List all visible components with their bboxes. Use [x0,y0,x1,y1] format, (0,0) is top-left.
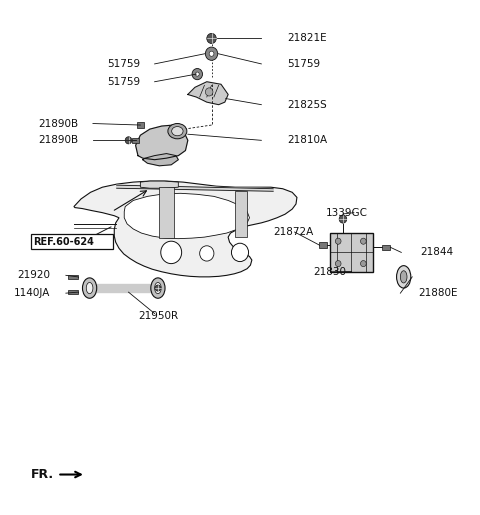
Polygon shape [159,187,174,238]
FancyBboxPatch shape [137,123,144,128]
Circle shape [339,215,347,223]
Text: 1140JA: 1140JA [14,288,50,298]
FancyBboxPatch shape [31,234,113,249]
Polygon shape [74,181,297,277]
Text: 51759: 51759 [107,77,140,87]
Circle shape [360,261,366,267]
Circle shape [207,33,216,44]
Text: 21810A: 21810A [288,135,327,145]
Circle shape [336,261,341,267]
Text: 1339GC: 1339GC [325,208,367,218]
FancyBboxPatch shape [132,138,139,143]
Circle shape [125,137,132,144]
Ellipse shape [86,282,93,294]
Text: 21821E: 21821E [288,33,327,43]
Circle shape [360,238,366,244]
Text: 21872A: 21872A [273,227,313,237]
Circle shape [205,88,213,96]
Circle shape [195,72,199,76]
Text: 21830: 21830 [313,267,347,277]
Text: REF.60-624: REF.60-624 [34,237,95,247]
Text: 51759: 51759 [288,59,321,69]
FancyBboxPatch shape [382,245,390,250]
Polygon shape [140,181,179,188]
Text: 21890B: 21890B [38,135,79,145]
Circle shape [192,68,203,80]
FancyBboxPatch shape [319,242,327,248]
Text: 21844: 21844 [420,247,454,258]
Circle shape [209,51,214,56]
Ellipse shape [168,124,187,139]
Circle shape [155,285,161,291]
Circle shape [161,241,181,264]
Ellipse shape [155,282,161,294]
Text: FR.: FR. [31,468,54,480]
Circle shape [336,238,341,244]
Polygon shape [235,191,247,237]
Polygon shape [188,82,228,105]
Text: 21880E: 21880E [418,288,457,298]
Text: 21825S: 21825S [288,100,327,110]
FancyBboxPatch shape [68,274,78,279]
Ellipse shape [151,278,165,298]
Ellipse shape [400,271,407,283]
Polygon shape [117,185,273,191]
Polygon shape [143,153,179,166]
Text: 21890B: 21890B [38,118,79,129]
Polygon shape [136,125,188,160]
Circle shape [231,243,249,262]
Text: 21950R: 21950R [138,311,178,321]
Ellipse shape [172,127,183,136]
Text: 21920: 21920 [17,270,50,280]
Polygon shape [90,284,158,292]
Ellipse shape [83,278,96,298]
Text: 51759: 51759 [107,59,140,69]
FancyBboxPatch shape [330,233,373,271]
Polygon shape [124,193,250,238]
FancyBboxPatch shape [68,290,78,295]
Ellipse shape [396,266,411,288]
Circle shape [200,246,214,261]
Circle shape [205,47,218,60]
